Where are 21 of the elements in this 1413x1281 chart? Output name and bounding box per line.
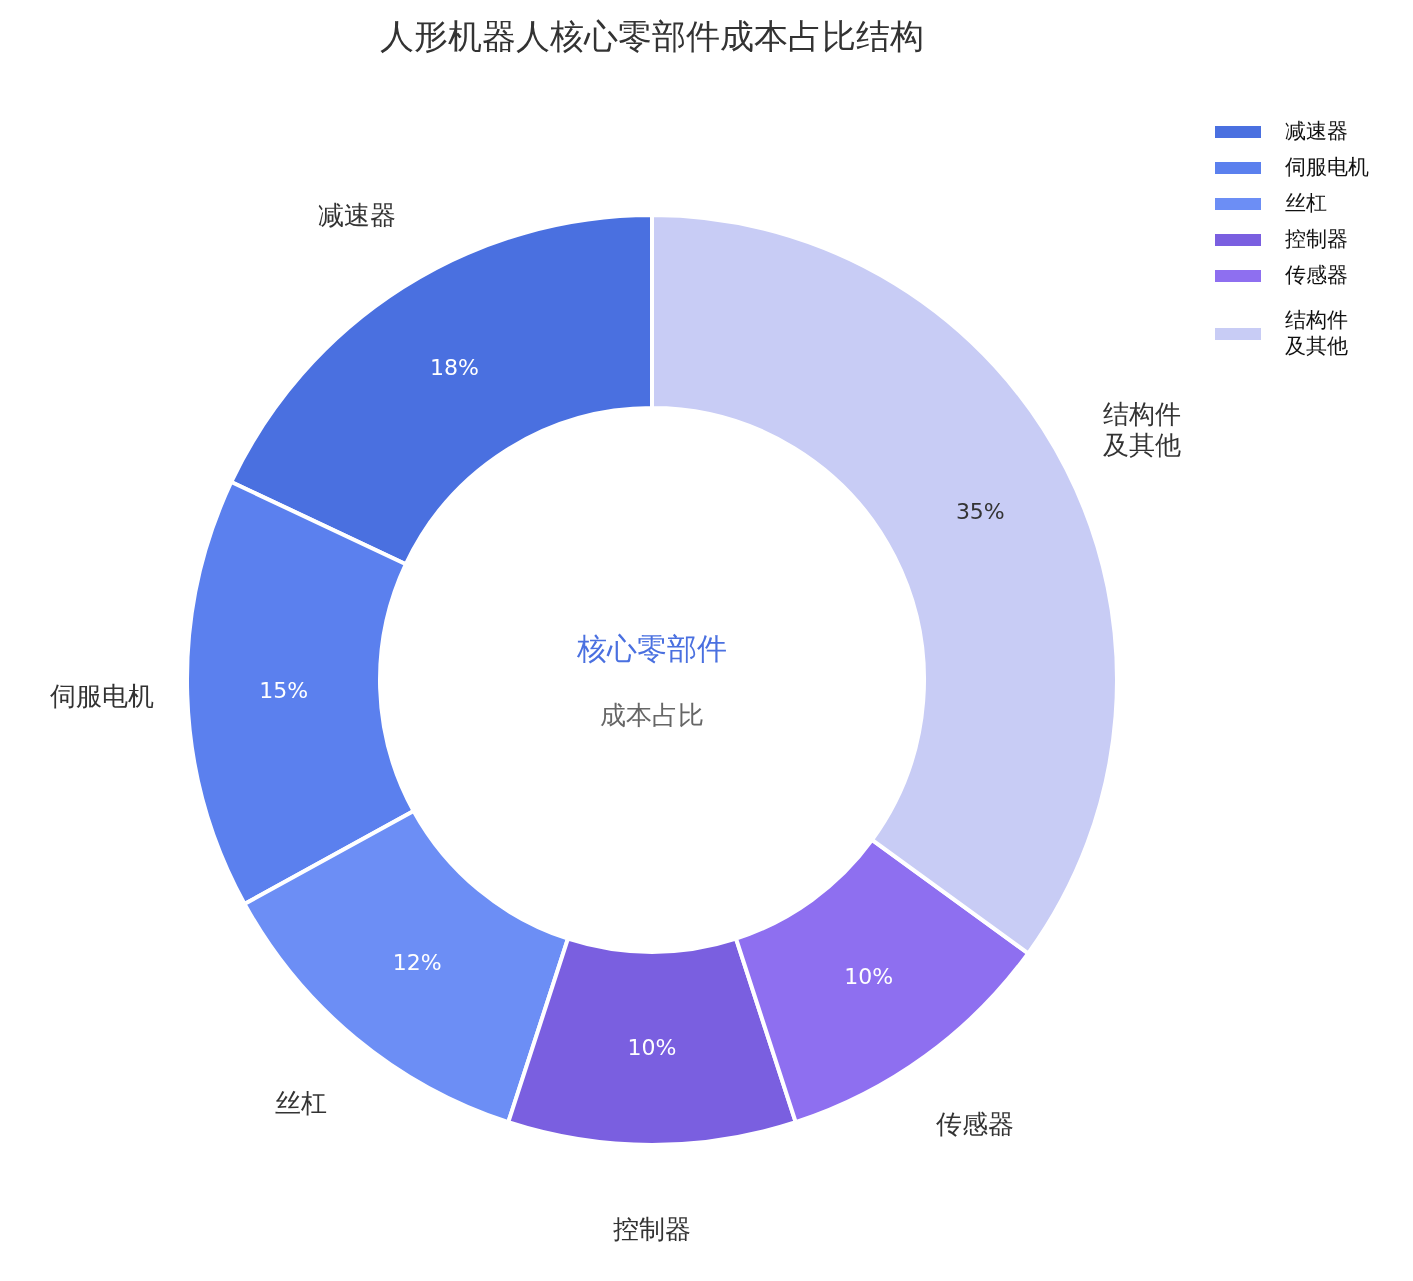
chart-title: 人形机器人核心零部件成本占比结构 (380, 15, 924, 56)
legend-label: 结构件及其他 (1285, 308, 1348, 358)
data-label: 10% (844, 964, 894, 990)
legend-label: 丝杠 (1285, 191, 1327, 215)
slice-label: 结构件及其他 (1103, 398, 1182, 460)
slice-label: 减速器 (318, 199, 397, 230)
data-label: 18% (430, 354, 479, 380)
legend-label: 伺服电机 (1285, 155, 1369, 179)
data-label: 15% (259, 677, 309, 703)
legend-label: 控制器 (1285, 227, 1348, 251)
slice-label: 传感器 (936, 1108, 1015, 1139)
legend-label: 减速器 (1285, 119, 1348, 143)
slice-label: 控制器 (613, 1213, 691, 1244)
data-label: 35% (955, 498, 1005, 524)
data-label: 10% (627, 1034, 677, 1060)
data-label: 12% (392, 949, 442, 975)
text: 核心零部件 (576, 630, 727, 666)
slice-label: 伺服电机 (50, 680, 155, 711)
legend-label: 传感器 (1285, 263, 1348, 287)
slice-label: 丝杠 (275, 1087, 328, 1118)
text: 成本占比 (600, 699, 704, 730)
